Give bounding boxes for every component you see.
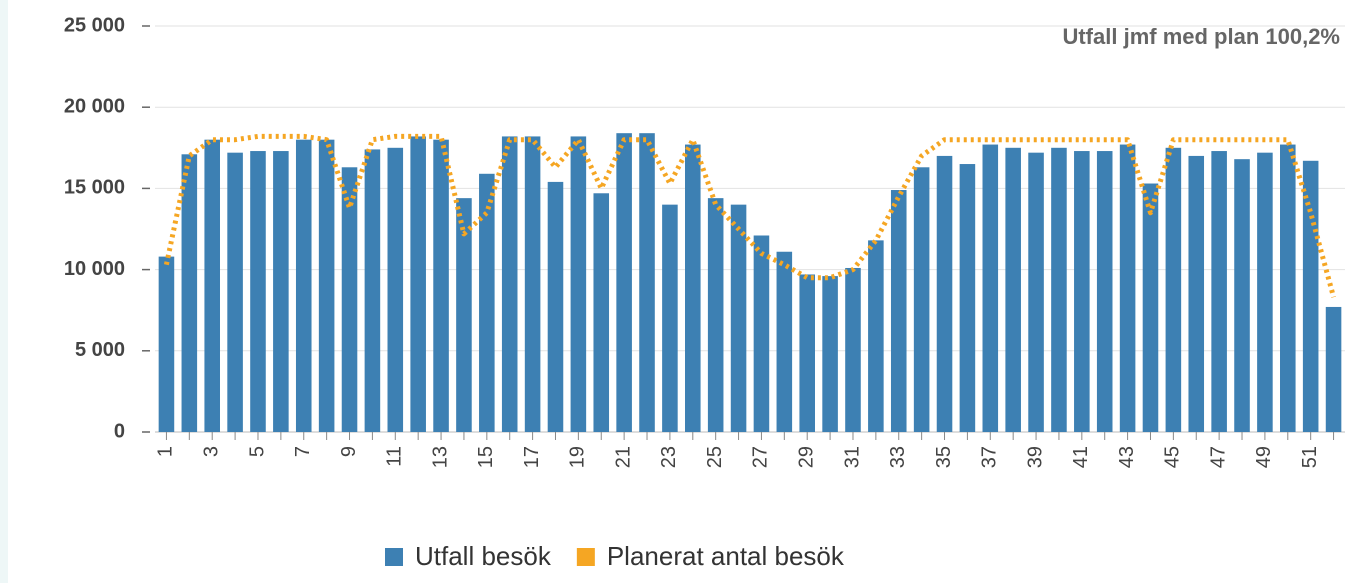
- x-tick-label: 33: [887, 446, 909, 468]
- bar: [753, 235, 770, 432]
- x-tick-label: 15: [475, 446, 497, 468]
- y-tick-label: 10 000: [64, 258, 125, 280]
- bar: [387, 147, 404, 433]
- x-tick-label: 47: [1207, 446, 1229, 468]
- x-tick-label: 27: [750, 446, 772, 468]
- y-tick-label: 15 000: [64, 177, 125, 199]
- bar: [593, 193, 610, 432]
- bar: [181, 154, 198, 432]
- bar: [1005, 147, 1021, 433]
- x-tick-label: 11: [384, 446, 406, 467]
- plan-line: [163, 133, 1337, 298]
- legend-label: Utfall besök: [415, 541, 552, 571]
- bar: [822, 276, 838, 432]
- bar: [1074, 151, 1090, 432]
- bar: [913, 167, 930, 432]
- legend-label: Planerat antal besök: [607, 541, 845, 571]
- x-tick-label: 17: [521, 446, 543, 468]
- bar: [982, 144, 999, 432]
- bar: [1257, 152, 1273, 432]
- x-tick-label: 43: [1116, 446, 1138, 468]
- bar: [1165, 147, 1182, 433]
- bar: [776, 251, 793, 432]
- bar: [1119, 144, 1136, 432]
- y-tick-label: 20 000: [64, 95, 125, 117]
- x-tick-label: 3: [200, 446, 222, 457]
- legend-item: Planerat antal besök: [576, 541, 845, 571]
- bar: [250, 151, 266, 432]
- x-tick-label: 37: [979, 446, 1001, 468]
- y-tick-label: 25 000: [64, 14, 125, 36]
- bar: [227, 152, 243, 432]
- bar: [295, 139, 312, 432]
- bar: [410, 136, 426, 432]
- bar: [433, 139, 449, 432]
- bar: [341, 167, 358, 432]
- bar: [570, 136, 587, 432]
- x-tick-label: 45: [1162, 446, 1184, 468]
- bar: [1234, 159, 1250, 432]
- x-tick-label: 13: [429, 446, 451, 468]
- x-tick-label: 1: [155, 446, 177, 457]
- bar: [707, 198, 724, 432]
- bar: [204, 139, 220, 432]
- x-tick-label: 51: [1299, 446, 1321, 468]
- bar: [1142, 183, 1159, 432]
- bar: [868, 240, 884, 432]
- bar: [936, 155, 953, 433]
- bar: [1051, 147, 1067, 433]
- x-tick-label: 31: [841, 446, 863, 468]
- bar: [685, 144, 701, 432]
- bar: [639, 133, 655, 432]
- bar: [616, 133, 632, 432]
- bar: [730, 204, 747, 432]
- y-tick-label: 5 000: [75, 339, 125, 361]
- x-tick-label: 21: [612, 446, 634, 468]
- bar: [890, 190, 907, 432]
- bar: [1096, 151, 1113, 432]
- x-tick-label: 9: [338, 446, 360, 457]
- x-tick-label: 41: [1070, 446, 1092, 468]
- annotation: Utfall jmf med plan 100,2%: [1062, 24, 1340, 49]
- bar: [845, 267, 861, 432]
- bar: [364, 149, 381, 432]
- bar: [273, 151, 289, 432]
- legend-swatch: [385, 548, 403, 566]
- bar: [1325, 306, 1342, 432]
- bar: [524, 136, 541, 432]
- legend-swatch: [576, 548, 595, 566]
- bar: [1211, 151, 1227, 432]
- bar: [158, 256, 175, 432]
- x-tick-label: 29: [795, 446, 817, 468]
- bar: [1188, 155, 1205, 433]
- bar: [662, 204, 678, 432]
- x-tick-label: 35: [933, 446, 955, 468]
- x-tick-label: 39: [1024, 446, 1046, 468]
- bar: [501, 136, 518, 432]
- x-tick-label: 49: [1253, 446, 1275, 468]
- x-tick-label: 7: [292, 446, 314, 457]
- bar: [318, 139, 335, 432]
- x-tick-label: 19: [567, 446, 589, 468]
- x-tick-label: 5: [246, 446, 268, 457]
- bar: [1280, 144, 1296, 432]
- bar: [1302, 160, 1319, 433]
- x-tick-label: 25: [704, 446, 726, 468]
- y-tick-label: 0: [114, 420, 125, 442]
- bar: [547, 181, 564, 432]
- left-strip: [0, 0, 8, 583]
- bar: [1028, 152, 1044, 432]
- x-tick-label: 23: [658, 446, 680, 468]
- bar: [479, 173, 495, 432]
- bar: [456, 198, 472, 432]
- bar: [959, 164, 976, 433]
- bar: [799, 274, 815, 432]
- legend-item: Utfall besök: [385, 541, 552, 571]
